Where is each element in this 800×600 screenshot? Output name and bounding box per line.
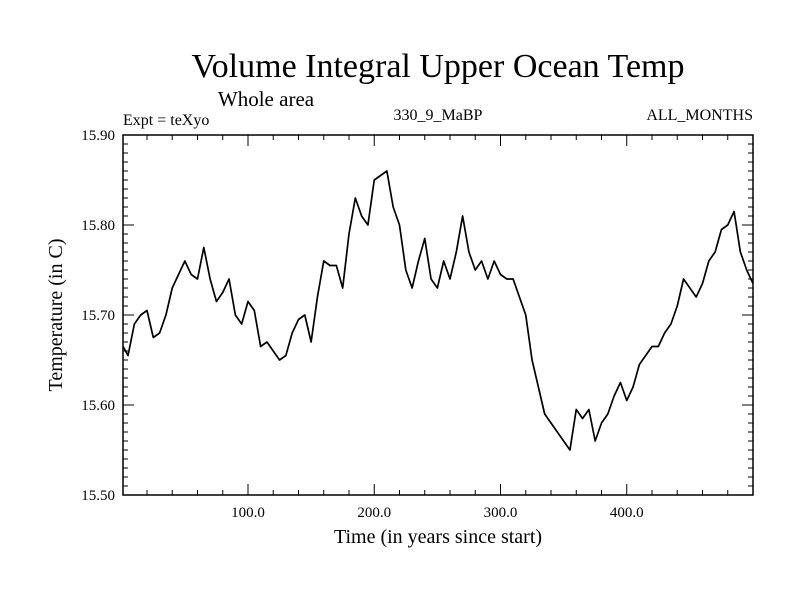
axis-ticks bbox=[123, 134, 753, 496]
y-axis-label: Temperature (in C) bbox=[45, 239, 67, 392]
y-tick-label: 15.90 bbox=[81, 128, 115, 144]
chart-subtitle: Whole area bbox=[218, 87, 315, 111]
header-right: ALL_MONTHS bbox=[646, 107, 753, 124]
x-tick-label: 200.0 bbox=[357, 505, 391, 521]
plot-frame bbox=[122, 134, 754, 496]
y-tick-label: 15.60 bbox=[81, 398, 115, 414]
x-tick-label: 300.0 bbox=[484, 505, 518, 521]
y-tick-label: 15.70 bbox=[81, 308, 115, 324]
chart-title: Volume Integral Upper Ocean Temp bbox=[192, 48, 685, 85]
x-axis-label: Time (in years since start) bbox=[334, 526, 542, 548]
header-left: Expt = teXyo bbox=[123, 112, 209, 129]
y-tick-label: 15.80 bbox=[81, 218, 115, 234]
tick-labels: 15.50 15.60 15.70 15.80 15.90 100.0 200.0 300.0… bbox=[81, 128, 643, 521]
header-center: 330_9_MaBP bbox=[394, 107, 483, 124]
y-tick-label: 15.50 bbox=[81, 488, 115, 504]
x-tick-label: 400.0 bbox=[610, 505, 644, 521]
series-line bbox=[122, 170, 754, 451]
x-tick-label: 100.0 bbox=[231, 505, 265, 521]
